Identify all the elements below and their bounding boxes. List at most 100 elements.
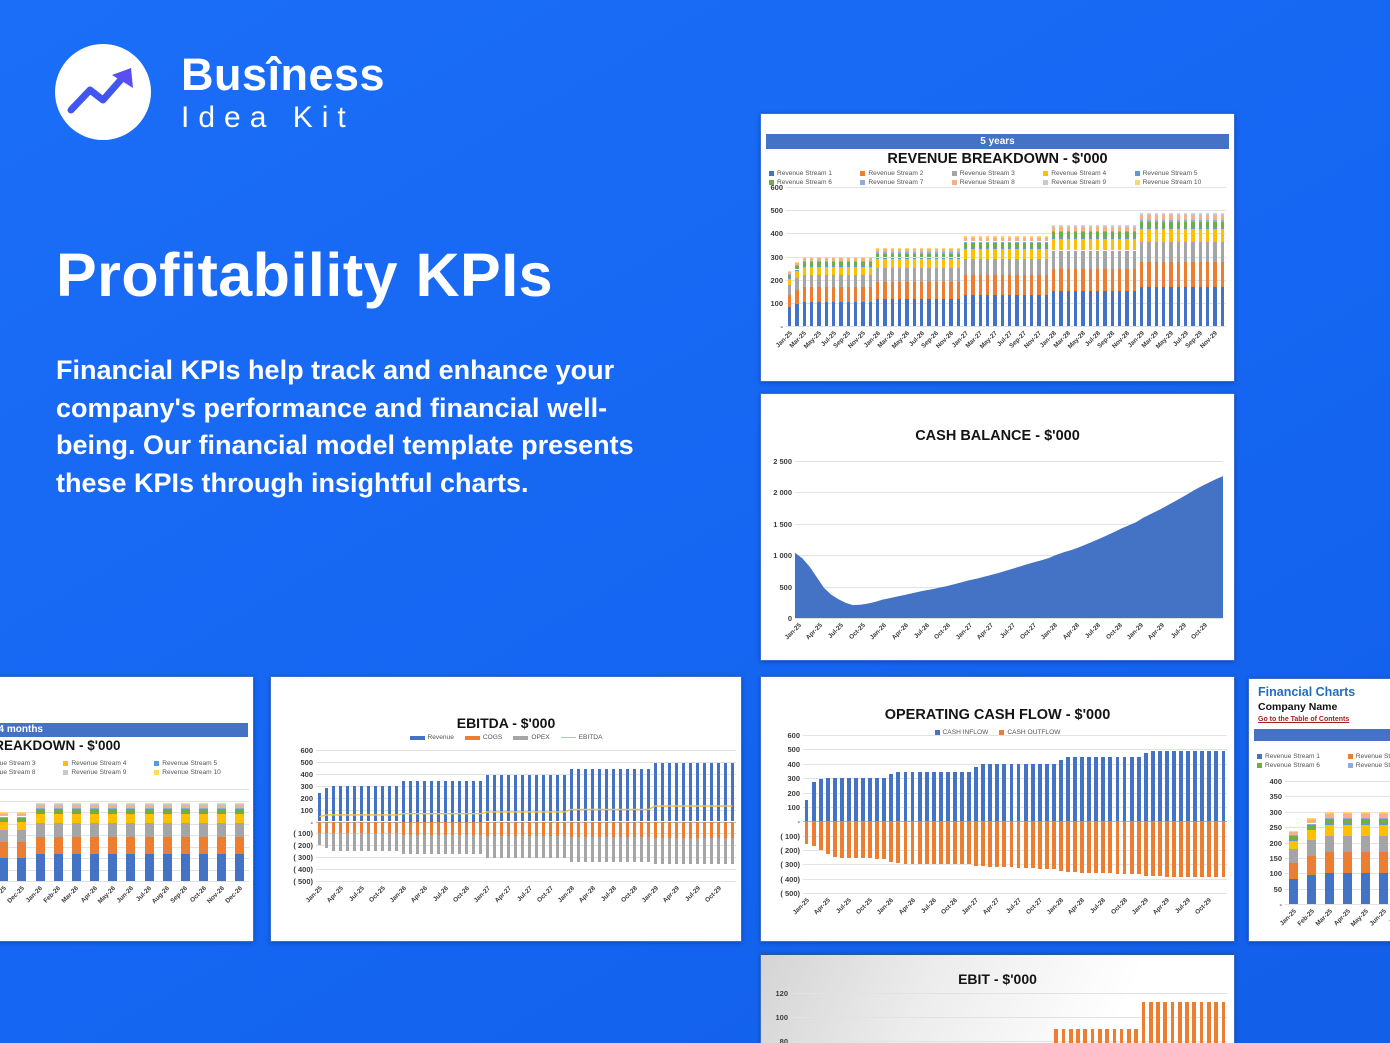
bar bbox=[1164, 821, 1169, 878]
bar bbox=[527, 821, 532, 836]
bar bbox=[824, 257, 829, 259]
bar bbox=[934, 267, 939, 282]
bar bbox=[1169, 262, 1173, 288]
bar bbox=[1081, 250, 1085, 269]
bar bbox=[1154, 262, 1159, 288]
bar bbox=[1213, 215, 1217, 220]
bar bbox=[811, 821, 816, 847]
bar bbox=[1073, 268, 1078, 292]
y-tick-label: 300 bbox=[787, 774, 800, 784]
bar bbox=[1289, 878, 1299, 904]
bar bbox=[1073, 232, 1078, 238]
bar bbox=[912, 252, 917, 254]
bar bbox=[868, 266, 873, 275]
bar bbox=[1143, 753, 1148, 822]
bar bbox=[1307, 823, 1317, 825]
bar bbox=[217, 814, 227, 824]
legend-label: Revenue Stream 3 bbox=[0, 760, 36, 767]
bar bbox=[1148, 1001, 1153, 1043]
bar bbox=[956, 253, 961, 258]
bar bbox=[924, 821, 929, 864]
bar bbox=[1115, 821, 1120, 874]
bar bbox=[1161, 219, 1166, 222]
bar bbox=[1007, 248, 1012, 260]
bar bbox=[802, 274, 807, 288]
y-tick-label: ( 500) bbox=[293, 877, 313, 886]
bar bbox=[1016, 821, 1021, 868]
bar bbox=[905, 249, 909, 253]
bar bbox=[1169, 228, 1173, 242]
y-gridline bbox=[0, 869, 249, 871]
bar bbox=[949, 281, 953, 300]
bar bbox=[956, 299, 961, 326]
bar bbox=[457, 821, 462, 835]
legend-item: Revenue Stream 3 bbox=[951, 170, 1043, 177]
bar bbox=[235, 813, 245, 815]
bar bbox=[583, 836, 588, 862]
bar bbox=[824, 274, 829, 288]
bar bbox=[861, 257, 865, 259]
bar bbox=[1037, 236, 1041, 238]
bar bbox=[978, 248, 983, 260]
bar bbox=[1007, 236, 1012, 238]
bar bbox=[71, 814, 81, 824]
bar bbox=[1000, 275, 1005, 296]
bar bbox=[235, 803, 245, 805]
y-gridline bbox=[803, 864, 1227, 866]
y-gridline bbox=[316, 761, 736, 763]
y-tick-label: ( 200) bbox=[780, 845, 800, 855]
bar bbox=[1095, 225, 1100, 227]
bar bbox=[1307, 830, 1317, 841]
bar bbox=[471, 834, 476, 855]
bar bbox=[917, 771, 922, 822]
ebit-panel: EBIT - $'000 12010080604020-Jan-25Apr-25… bbox=[760, 953, 1235, 1043]
bar bbox=[108, 823, 118, 838]
legend-label: CASH INFLOW bbox=[942, 729, 989, 736]
bar bbox=[861, 262, 865, 266]
bar bbox=[824, 261, 829, 262]
bar bbox=[1343, 835, 1353, 853]
bar bbox=[988, 821, 993, 868]
bar bbox=[897, 249, 902, 253]
bar bbox=[1095, 226, 1100, 231]
bar bbox=[1044, 242, 1049, 248]
bar bbox=[1083, 1029, 1088, 1043]
bar bbox=[934, 281, 939, 300]
table-of-contents-link[interactable]: Go to the Table of Contents bbox=[1258, 716, 1350, 723]
bar bbox=[180, 803, 190, 805]
bar bbox=[317, 792, 322, 822]
bar bbox=[1379, 872, 1388, 904]
bar bbox=[883, 252, 887, 254]
y-tick-label: 150 bbox=[1269, 853, 1282, 863]
bar bbox=[861, 261, 865, 262]
bar bbox=[527, 835, 532, 859]
bar bbox=[1205, 262, 1210, 288]
bar bbox=[1199, 1001, 1204, 1043]
bar bbox=[809, 287, 814, 303]
bar bbox=[802, 256, 807, 258]
bar bbox=[730, 838, 735, 865]
bar bbox=[825, 778, 830, 822]
bar bbox=[1164, 750, 1169, 822]
bar bbox=[1379, 812, 1388, 814]
bar bbox=[415, 821, 420, 835]
bar bbox=[108, 807, 118, 810]
bar bbox=[963, 248, 968, 260]
bar bbox=[0, 817, 9, 821]
bar bbox=[506, 821, 511, 836]
bar bbox=[941, 247, 946, 249]
bar bbox=[0, 829, 9, 843]
bar bbox=[1117, 224, 1122, 226]
bar bbox=[890, 249, 895, 253]
bar bbox=[853, 258, 858, 261]
bar bbox=[1221, 750, 1226, 822]
bar bbox=[809, 262, 814, 266]
bar bbox=[199, 809, 209, 813]
bar bbox=[1191, 287, 1195, 326]
bar bbox=[660, 838, 665, 865]
legend-marker bbox=[860, 171, 866, 176]
y-tick-label: 500 bbox=[779, 582, 792, 592]
bar bbox=[144, 823, 154, 838]
bar bbox=[0, 822, 9, 830]
bar bbox=[1161, 228, 1166, 242]
